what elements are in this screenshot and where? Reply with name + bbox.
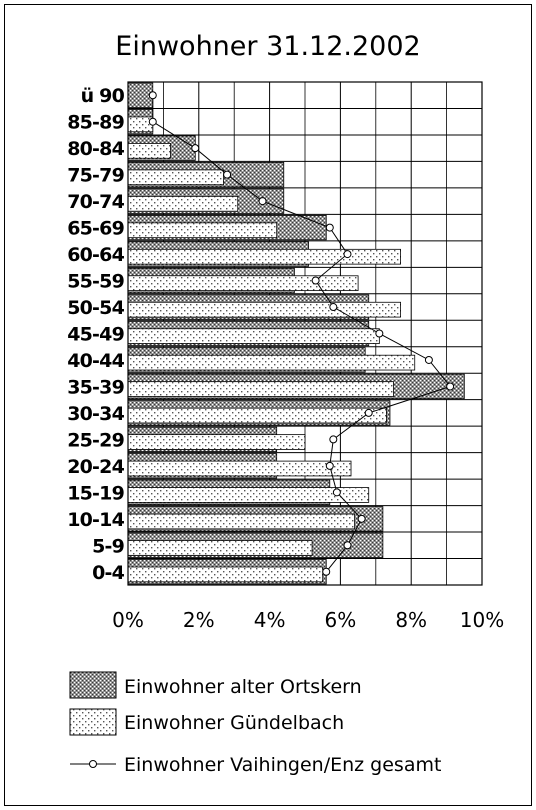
- bar-guendelbach: [127, 301, 401, 318]
- bar-guendelbach: [127, 328, 380, 344]
- point-vaihingen-gesamt: [424, 355, 433, 364]
- point-vaihingen-gesamt: [329, 303, 338, 312]
- plot-border: [127, 81, 483, 586]
- x-tick-label: 2%: [183, 608, 215, 632]
- bar-guendelbach: [127, 143, 171, 159]
- point-vaihingen-gesamt: [364, 408, 373, 417]
- y-tick-label: 25-29: [67, 429, 124, 451]
- y-tick-label: ü 90: [81, 85, 125, 107]
- legend: Einwohner alter Ortskern Einwohner Günde…: [69, 671, 441, 776]
- y-tick-label: 35-39: [67, 376, 124, 398]
- bar-guendelbach: [127, 540, 313, 556]
- point-vaihingen-gesamt: [375, 329, 384, 338]
- bar-guendelbach: [127, 354, 416, 371]
- legend-label-alter-ortskern: Einwohner alter Ortskern: [124, 676, 362, 698]
- x-tick-labels: 0% 2% 4% 6% 8% 10%: [112, 608, 504, 632]
- axes: [127, 81, 483, 586]
- legend-swatch-guendelbach: [69, 708, 117, 736]
- bars: [127, 82, 465, 585]
- x-tick-label: 6%: [325, 608, 357, 632]
- legend-swatch-alter-ortskern: [69, 671, 117, 699]
- y-tick-label: 10-14: [67, 509, 124, 531]
- point-vaihingen-gesamt: [223, 170, 232, 179]
- point-vaihingen-gesamt: [148, 117, 157, 126]
- bar-guendelbach: [127, 407, 387, 424]
- line-series: [148, 91, 455, 576]
- chart-title: Einwohner 31.12.2002: [115, 31, 420, 62]
- bar-guendelbach: [127, 566, 324, 583]
- y-tick-label: 20-24: [67, 456, 124, 478]
- y-tick-label: 45-49: [67, 324, 124, 346]
- point-vaihingen-gesamt: [311, 276, 320, 285]
- legend-label-guendelbach: Einwohner Gündelbach: [124, 712, 344, 734]
- legend-marker-vaihingen: [89, 760, 97, 768]
- point-vaihingen-gesamt: [446, 382, 455, 391]
- bar-guendelbach: [127, 116, 154, 133]
- point-vaihingen-gesamt: [343, 250, 352, 259]
- y-tick-label: 80-84: [67, 138, 124, 160]
- y-tick-label: 75-79: [67, 165, 124, 187]
- point-vaihingen-gesamt: [332, 488, 341, 497]
- bar-guendelbach: [127, 434, 306, 450]
- point-vaihingen-gesamt: [148, 91, 157, 100]
- y-tick-label: 60-64: [67, 244, 124, 266]
- bar-guendelbach: [127, 381, 394, 397]
- x-tick-label: 4%: [254, 608, 286, 632]
- y-tick-label: 50-54: [67, 297, 124, 319]
- y-tick-label: 0-4: [92, 562, 125, 584]
- bar-guendelbach: [127, 513, 355, 530]
- bar-guendelbach: [127, 275, 359, 292]
- bar-guendelbach: [127, 222, 278, 239]
- y-tick-label: 15-19: [67, 482, 124, 504]
- x-tick-label: 8%: [395, 608, 427, 632]
- y-tick-label: 65-69: [67, 218, 124, 240]
- y-tick-label: 70-74: [67, 191, 124, 213]
- point-vaihingen-gesamt: [343, 541, 352, 550]
- bar-guendelbach: [127, 195, 239, 212]
- point-vaihingen-gesamt: [325, 461, 334, 470]
- point-vaihingen-gesamt: [325, 223, 334, 232]
- point-vaihingen-gesamt: [322, 567, 331, 576]
- legend-label-vaihingen: Einwohner Vaihingen/Enz gesamt: [124, 754, 441, 776]
- point-vaihingen-gesamt: [357, 514, 366, 523]
- bar-guendelbach: [127, 248, 401, 265]
- x-tick-label: 10%: [460, 608, 504, 632]
- bar-guendelbach: [127, 169, 224, 186]
- y-tick-label: 30-34: [67, 403, 124, 425]
- y-tick-label: 40-44: [67, 350, 124, 372]
- y-tick-labels: 0-4 5-9 10-14 15-19 20-24 25-29 30-34 35-39 40-4…: [67, 85, 125, 584]
- chart-frame: [4, 4, 532, 806]
- point-vaihingen-gesamt: [191, 144, 200, 153]
- y-tick-label: 85-89: [67, 112, 124, 134]
- point-vaihingen-gesamt: [329, 435, 338, 444]
- point-vaihingen-gesamt: [258, 197, 267, 206]
- bar-guendelbach: [127, 487, 370, 503]
- bar-guendelbach: [127, 460, 352, 477]
- y-tick-label: 55-59: [67, 271, 124, 293]
- x-tick-label: 0%: [112, 608, 144, 632]
- y-tick-label: 5-9: [92, 535, 124, 557]
